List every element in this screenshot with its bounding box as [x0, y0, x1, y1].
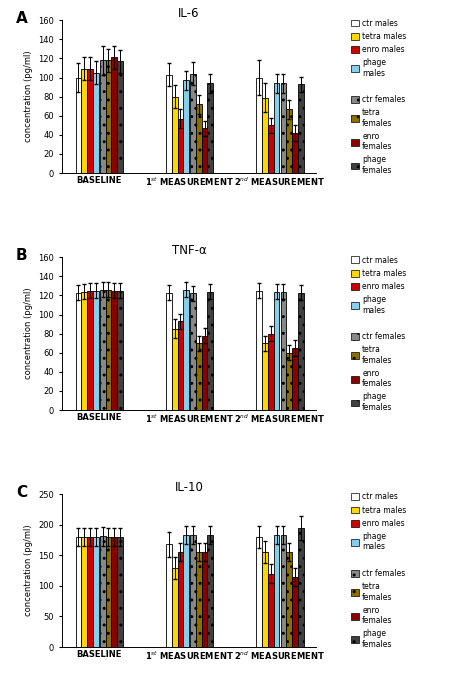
Bar — [166, 75, 172, 173]
Bar — [273, 84, 279, 173]
Title: TNF-α: TNF-α — [172, 244, 206, 257]
Bar — [190, 535, 196, 647]
Bar — [106, 290, 111, 410]
Bar — [201, 336, 208, 410]
Bar — [286, 353, 292, 410]
Bar — [177, 119, 183, 173]
Text: C: C — [16, 485, 27, 500]
Bar — [82, 69, 87, 173]
Bar — [82, 537, 87, 647]
Bar — [117, 61, 123, 173]
Bar — [196, 343, 201, 410]
Bar — [172, 96, 177, 173]
Bar — [256, 290, 262, 410]
Bar — [273, 535, 279, 647]
Bar — [208, 535, 213, 647]
Bar — [256, 78, 262, 173]
Bar — [268, 125, 273, 173]
Title: IL-10: IL-10 — [174, 481, 203, 494]
Bar — [273, 292, 279, 410]
Bar — [196, 552, 201, 647]
Bar — [117, 537, 123, 647]
Title: IL-6: IL-6 — [178, 7, 200, 20]
Bar — [262, 552, 268, 647]
Bar — [183, 290, 189, 410]
Bar — [292, 348, 298, 410]
Bar — [100, 61, 106, 173]
Bar — [190, 293, 196, 410]
Bar — [87, 290, 93, 410]
Bar — [100, 537, 106, 647]
Bar — [286, 552, 292, 647]
Bar — [208, 84, 213, 173]
Bar — [75, 537, 82, 647]
Bar — [190, 73, 196, 173]
Bar — [208, 292, 213, 410]
Legend: ctr males, tetra males, enro males, phage
males, , ctr females, tetra
females, e: ctr males, tetra males, enro males, phag… — [352, 19, 406, 175]
Bar — [262, 98, 268, 173]
Bar — [166, 545, 172, 647]
Bar — [286, 109, 292, 173]
Bar — [177, 552, 183, 647]
Legend: ctr males, tetra males, enro males, phage
males, , ctr females, tetra
females, e: ctr males, tetra males, enro males, phag… — [352, 493, 406, 648]
Bar — [201, 128, 208, 173]
Legend: ctr males, tetra males, enro males, phage
males, , ctr females, tetra
females, e: ctr males, tetra males, enro males, phag… — [352, 255, 406, 412]
Bar — [172, 329, 177, 410]
Y-axis label: concentration (pg/ml): concentration (pg/ml) — [24, 288, 33, 379]
Bar — [292, 133, 298, 173]
Bar — [172, 568, 177, 647]
Bar — [117, 290, 123, 410]
Bar — [196, 104, 201, 173]
Bar — [93, 537, 99, 647]
Bar — [87, 537, 93, 647]
Bar — [281, 292, 286, 410]
Bar — [93, 73, 99, 173]
Bar — [111, 290, 117, 410]
Bar — [82, 292, 87, 410]
Y-axis label: concentration (pg/ml): concentration (pg/ml) — [24, 525, 33, 617]
Bar — [281, 84, 286, 173]
Text: B: B — [16, 248, 27, 263]
Bar — [93, 290, 99, 410]
Bar — [298, 84, 303, 173]
Bar — [281, 535, 286, 647]
Bar — [183, 80, 189, 173]
Bar — [111, 537, 117, 647]
Bar — [268, 574, 273, 647]
Bar — [75, 293, 82, 410]
Bar — [292, 577, 298, 647]
Bar — [106, 537, 111, 647]
Bar — [111, 57, 117, 173]
Bar — [298, 293, 303, 410]
Bar — [183, 535, 189, 647]
Bar — [177, 321, 183, 410]
Bar — [256, 537, 262, 647]
Bar — [166, 293, 172, 410]
Bar — [100, 290, 106, 410]
Bar — [298, 528, 303, 647]
Bar — [87, 69, 93, 173]
Bar — [268, 334, 273, 410]
Bar — [106, 61, 111, 173]
Y-axis label: concentration (pg/ml): concentration (pg/ml) — [24, 51, 33, 142]
Bar — [201, 552, 208, 647]
Bar — [262, 343, 268, 410]
Text: A: A — [16, 11, 27, 26]
Bar — [75, 78, 82, 173]
